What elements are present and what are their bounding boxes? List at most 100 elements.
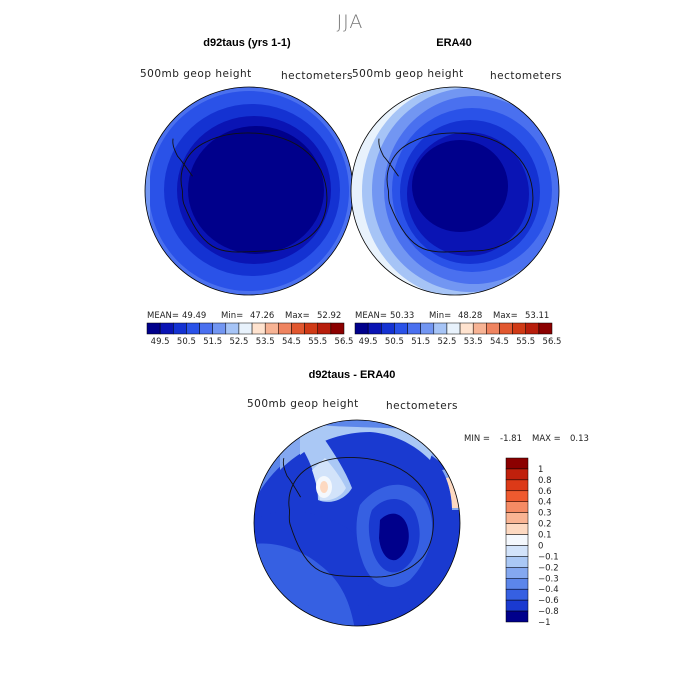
panel-difference-variable-label: 500mb geop height xyxy=(247,398,359,410)
colorbar-swatch xyxy=(330,322,345,335)
panel-difference-title: d92taus - ERA40 xyxy=(309,369,396,381)
panel-difference-colorbar xyxy=(505,457,529,623)
colorbar-tick-label: 55.5 xyxy=(308,337,327,347)
panel-difference: d92taus - ERA40 500mb geop height hectom… xyxy=(247,369,589,627)
colorbar-tick-label: 0.1 xyxy=(538,531,552,541)
colorbar-swatch xyxy=(291,322,305,335)
colorbar-tick-label: 49.5 xyxy=(151,337,170,347)
panel-model: d92taus (yrs 1-1) 500mb geop height hect… xyxy=(140,37,354,296)
colorbar-swatch xyxy=(505,599,529,612)
panel-difference-map xyxy=(254,420,460,626)
colorbar-tick-label: 0.3 xyxy=(538,509,552,519)
colorbar-swatch xyxy=(354,322,369,335)
reference-min-label: Min= xyxy=(429,311,451,321)
colorbar-swatch xyxy=(381,322,395,335)
colorbar-swatch xyxy=(394,322,408,335)
colorbar-swatch xyxy=(505,610,529,623)
colorbar-swatch xyxy=(212,322,227,335)
colorbar-tick-label: 0.4 xyxy=(538,498,552,508)
colorbar-tick-label: 0.2 xyxy=(538,520,552,530)
colorbar-swatch xyxy=(505,457,529,470)
difference-min-label: MIN = xyxy=(464,434,490,444)
colorbar-swatch xyxy=(407,322,421,335)
panel-reference-colorbar-ticks: 49.5 50.5 51.5 52.5 53.5 54.5 55.5 56.5 xyxy=(359,337,562,347)
colorbar-swatch xyxy=(367,322,382,335)
colorbar-tick-label: 0 xyxy=(538,541,543,551)
colorbar-swatch xyxy=(146,322,161,335)
colorbar-swatch xyxy=(486,322,500,335)
colorbar-tick-label: 56.5 xyxy=(543,337,562,347)
panel-model-map xyxy=(145,87,353,295)
colorbar-swatch xyxy=(505,523,529,535)
colorbar-tick-label: 52.5 xyxy=(437,337,456,347)
reference-max-value: 53.11 xyxy=(525,311,549,321)
colorbar-tick-label: 53.5 xyxy=(464,337,483,347)
panel-model-title: d92taus (yrs 1-1) xyxy=(203,37,291,49)
model-max-value: 52.92 xyxy=(317,311,341,321)
panel-reference-colorbar xyxy=(354,322,553,335)
colorbar-tick-label: 0.6 xyxy=(538,487,552,497)
difference-max-label: MAX = xyxy=(532,434,561,444)
colorbar-tick-label: 0.8 xyxy=(538,476,552,486)
panel-reference-variable-label: 500mb geop height xyxy=(352,68,464,80)
colorbar-swatch xyxy=(525,322,540,335)
model-mean-value: 49.49 xyxy=(182,311,206,321)
panel-reference-map xyxy=(351,87,559,295)
colorbar-tick-label: 54.5 xyxy=(282,337,301,347)
colorbar-tick-label: 51.5 xyxy=(203,337,222,347)
colorbar-swatch xyxy=(173,322,187,335)
panel-model-variable-label: 500mb geop height xyxy=(140,68,252,80)
model-min-value: 47.26 xyxy=(250,311,274,321)
colorbar-swatch xyxy=(159,322,174,335)
reference-min-value: 48.28 xyxy=(458,311,482,321)
colorbar-tick-label: 53.5 xyxy=(256,337,275,347)
colorbar-swatch xyxy=(512,322,526,335)
panel-reference-units-label: hectometers xyxy=(490,70,562,82)
colorbar-swatch xyxy=(505,567,529,579)
colorbar-swatch xyxy=(505,556,529,568)
reference-mean-label: MEAN= xyxy=(355,311,387,321)
panel-model-units-label: hectometers xyxy=(281,70,353,82)
figure-title: JJA xyxy=(337,11,364,33)
colorbar-swatch xyxy=(538,322,553,335)
panel-reference: ERA40 500mb geop height hectometers xyxy=(350,37,562,296)
colorbar-tick-label: 54.5 xyxy=(490,337,509,347)
model-min-label: Min= xyxy=(221,311,243,321)
colorbar-tick-label: 56.5 xyxy=(335,337,354,347)
model-mean-label: MEAN= xyxy=(147,311,179,321)
panel-model-stats: MEAN= 49.49 Min= 47.26 Max= 52.92 xyxy=(147,311,341,321)
colorbar-swatch xyxy=(304,322,318,335)
panel-reference-title: ERA40 xyxy=(436,37,471,49)
colorbar-tick-label: 1 xyxy=(538,465,543,475)
difference-min-value: -1.81 xyxy=(500,434,522,444)
colorbar-tick-label: −0.8 xyxy=(538,607,559,617)
panel-model-colorbar-ticks: 49.5 50.5 51.5 52.5 53.5 54.5 55.5 56.5 xyxy=(151,337,354,347)
panel-model-colorbar xyxy=(146,322,345,335)
colorbar-swatch xyxy=(225,322,240,335)
colorbar-swatch xyxy=(505,578,529,590)
model-max-label: Max= xyxy=(285,311,310,321)
colorbar-swatch xyxy=(505,468,529,481)
colorbar-swatch xyxy=(446,322,461,335)
colorbar-swatch xyxy=(264,322,279,335)
colorbar-swatch xyxy=(472,322,487,335)
colorbar-swatch xyxy=(505,512,529,524)
colorbar-tick-label: 51.5 xyxy=(411,337,430,347)
colorbar-tick-label: 50.5 xyxy=(385,337,404,347)
panel-difference-units-label: hectometers xyxy=(386,400,458,412)
colorbar-swatch xyxy=(278,322,292,335)
colorbar-swatch xyxy=(238,322,253,335)
colorbar-swatch xyxy=(420,322,435,335)
colorbar-swatch xyxy=(505,588,529,601)
panel-difference-stats: MIN = -1.81 MAX = 0.13 xyxy=(464,434,589,444)
colorbar-swatch xyxy=(251,322,266,335)
colorbar-swatch xyxy=(199,322,213,335)
colorbar-tick-label: −0.1 xyxy=(538,552,559,562)
colorbar-swatch xyxy=(499,322,513,335)
reference-max-label: Max= xyxy=(493,311,518,321)
panel-reference-stats: MEAN= 50.33 Min= 48.28 Max= 53.11 xyxy=(355,311,549,321)
colorbar-tick-label: 55.5 xyxy=(516,337,535,347)
colorbar-swatch xyxy=(505,534,529,546)
colorbar-tick-label: −0.6 xyxy=(538,596,559,606)
